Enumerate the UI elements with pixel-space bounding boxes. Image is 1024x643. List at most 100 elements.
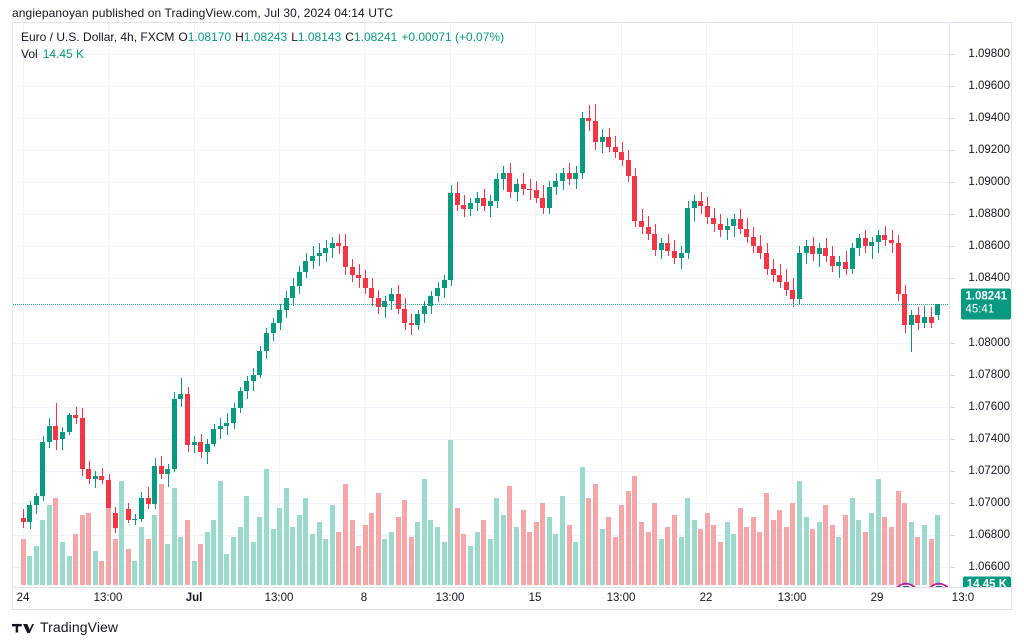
volume-bar: [935, 515, 941, 585]
candle-body: [579, 118, 585, 173]
candle-body: [66, 415, 72, 433]
volume-bar: [158, 483, 164, 585]
candle-body: [836, 262, 842, 266]
economic-event-marker[interactable]: [893, 580, 919, 587]
candle-body: [244, 381, 250, 391]
volume-bar: [494, 498, 500, 585]
candle-body: [46, 425, 52, 442]
legend-volume-label[interactable]: Vol: [21, 47, 38, 61]
volume-bar: [790, 502, 796, 585]
time-axis-tick: 13:00: [606, 592, 636, 604]
grid-line-horizontal: [13, 567, 948, 568]
candle-body: [665, 243, 671, 252]
volume-bar: [316, 522, 322, 585]
grid-line-horizontal: [13, 214, 948, 215]
legend-low-label: L: [291, 30, 298, 44]
volume-bar: [678, 536, 684, 585]
price-line: [13, 303, 948, 305]
price-axis-tick: 1.07400: [968, 432, 1010, 445]
candle-body: [323, 247, 329, 253]
candle-body: [731, 219, 737, 226]
candle-body: [395, 294, 401, 309]
volume-bar: [152, 514, 158, 585]
candle-body: [303, 260, 309, 272]
volume-bar: [257, 517, 263, 585]
candle-body: [592, 121, 598, 143]
volume-bar: [514, 527, 519, 585]
candle-body: [356, 275, 362, 279]
price-axis-tick-mark: [950, 86, 955, 87]
volume-bar: [119, 481, 125, 585]
volume-bar: [862, 531, 868, 585]
price-scale[interactable]: 1.09800 1.09600 1.09400 1.09200 1.09000 1.088…: [949, 23, 1011, 587]
grid-line-horizontal: [13, 503, 948, 504]
candle-body: [691, 201, 697, 208]
candle-body: [777, 275, 783, 282]
volume-bar: [296, 514, 302, 585]
volume-bar: [204, 531, 210, 585]
grid-line-vertical: [23, 23, 24, 587]
candle-body: [678, 252, 684, 258]
volume-bar: [290, 527, 296, 585]
volume-bar: [435, 527, 441, 585]
volume-bar: [421, 478, 427, 585]
volume-bar: [750, 517, 756, 585]
tradingview-wordmark: TradingView: [40, 619, 119, 635]
candle-body: [711, 217, 717, 224]
legend-symbol-title[interactable]: Euro / U.S. Dollar, 4h, FXCM: [21, 30, 175, 44]
chart-plot-area[interactable]: [13, 23, 948, 587]
candle-body: [402, 308, 408, 324]
price-axis-tick: 1.07600: [968, 400, 1010, 413]
candle-wick: [168, 464, 169, 487]
volume-bar: [342, 483, 348, 585]
candle-body: [138, 498, 144, 519]
volume-bar: [632, 476, 638, 585]
volume-bar: [902, 502, 908, 585]
volume-bar: [579, 466, 585, 585]
volume-bar: [737, 507, 743, 585]
volume-bar: [165, 543, 171, 585]
candle-body: [514, 183, 519, 192]
grid-line-horizontal: [13, 343, 948, 344]
candle-body: [158, 465, 164, 474]
volume-badge[interactable]: 14.45 K: [962, 576, 1011, 587]
volume-bar: [869, 512, 875, 585]
time-scale[interactable]: 24 13:00 Jul 13:00 8 13:00 15 13:00 22 13:00 29 13:…: [12, 588, 1012, 610]
volume-bar: [474, 531, 480, 585]
candle-wick: [878, 230, 879, 253]
candle-body: [573, 172, 579, 180]
price-axis-tick-mark: [950, 54, 955, 55]
volume-bar: [138, 527, 144, 585]
current-price-badge[interactable]: 1.08241 45:41: [961, 288, 1011, 320]
grid-line-horizontal: [13, 54, 948, 55]
legend-close-label: C: [345, 30, 354, 44]
candle-body: [92, 475, 98, 479]
economic-event-marker[interactable]: [926, 580, 948, 587]
candle-body: [474, 198, 480, 204]
time-axis-tick: 13:00: [264, 592, 294, 604]
eu-flag-icon: [928, 582, 948, 587]
price-axis-tick-mark: [950, 343, 955, 344]
candle-body: [441, 280, 447, 288]
volume-bar: [448, 440, 454, 585]
candle-body: [250, 374, 256, 381]
grid-line-horizontal: [13, 86, 948, 87]
candle-body: [369, 288, 375, 298]
legend-low-value: 1.08143: [297, 30, 342, 44]
volume-bar: [375, 493, 381, 585]
volume-bar: [625, 490, 631, 585]
candle-body: [171, 398, 177, 470]
candle-body: [770, 268, 776, 276]
volume-bar: [73, 534, 79, 585]
grid-line-horizontal: [13, 375, 948, 376]
volume-bar: [770, 519, 776, 585]
candle-body: [685, 207, 691, 253]
candle-body: [99, 475, 105, 480]
volume-bar: [520, 510, 526, 585]
candle-body: [132, 518, 138, 521]
price-axis-tick: 1.09600: [968, 80, 1010, 93]
volume-bar: [540, 502, 546, 585]
volume-bar: [66, 556, 72, 585]
candle-body: [388, 294, 394, 301]
candle-body: [566, 172, 572, 180]
